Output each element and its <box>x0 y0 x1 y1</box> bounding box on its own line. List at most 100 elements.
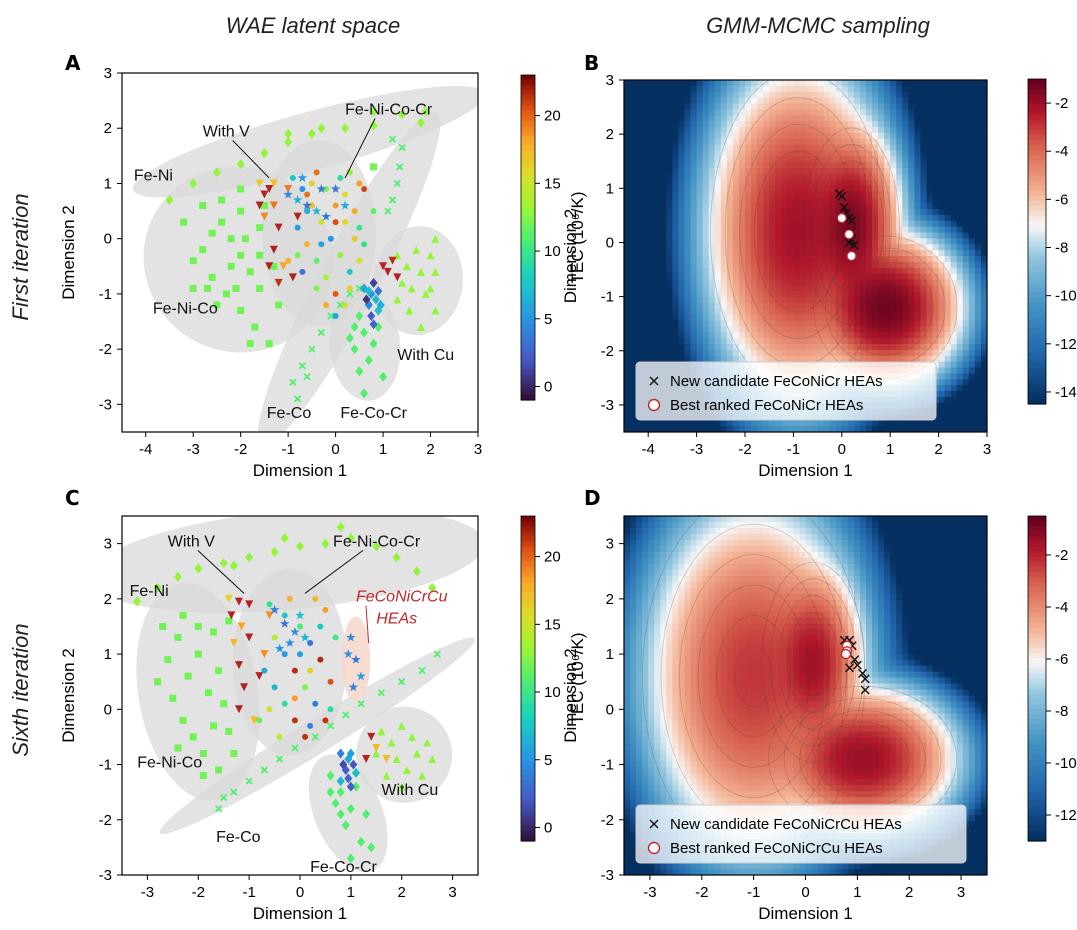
heat-cell <box>938 373 946 380</box>
heat-cell <box>702 279 710 286</box>
heat-cell <box>624 545 631 553</box>
heat-cell <box>926 138 934 146</box>
heat-cell <box>799 214 807 222</box>
colorbar-segment <box>521 267 535 274</box>
data-point <box>241 235 249 243</box>
heat-cell <box>890 126 897 134</box>
heat-cell <box>938 80 946 87</box>
heat-cell <box>684 244 692 251</box>
heat-cell <box>738 103 746 110</box>
heat-cell <box>690 297 698 304</box>
heat-cell <box>847 132 855 140</box>
heat-cell <box>672 605 680 613</box>
heat-cell <box>660 557 667 565</box>
heat-cell <box>859 256 867 263</box>
heat-cell <box>974 285 982 292</box>
heat-cell <box>866 308 873 316</box>
heat-cell <box>666 581 673 589</box>
heat-cell <box>884 420 891 427</box>
heat-cell <box>956 80 964 87</box>
colorbar-segment <box>1028 241 1046 248</box>
heat-cell <box>672 220 680 228</box>
data-point <box>281 700 288 707</box>
heat-cell <box>938 250 946 257</box>
heat-cell <box>624 279 631 286</box>
heat-cell <box>696 209 704 216</box>
heat-cell <box>908 103 915 110</box>
data-point <box>246 268 254 276</box>
heat-cell <box>636 220 643 228</box>
heat-cell <box>884 203 891 210</box>
colorbar-segment <box>521 222 535 228</box>
heat-cell <box>793 332 801 339</box>
heat-cell <box>636 144 643 151</box>
heat-cell <box>896 349 903 357</box>
heat-cell <box>968 414 976 421</box>
heat-cell <box>932 420 940 427</box>
heat-cell <box>944 232 952 239</box>
heat-cell <box>720 85 728 93</box>
colorbar-segment <box>1028 322 1046 329</box>
heat-cell <box>630 719 637 727</box>
heat-cell <box>980 220 987 228</box>
heat-cell <box>866 121 873 128</box>
heat-cell <box>938 390 946 398</box>
heat-cell <box>908 297 915 304</box>
heat-cell <box>878 156 885 163</box>
heat-cell <box>696 179 704 187</box>
heat-cell <box>817 220 825 228</box>
heat-cell <box>696 244 704 251</box>
heat-cell <box>841 97 849 105</box>
heat-cell <box>642 132 649 140</box>
heat-cell <box>841 426 849 432</box>
heat-cell <box>684 779 692 786</box>
heat-cell <box>847 91 855 99</box>
heat-cell <box>908 232 915 239</box>
heat-cell <box>938 226 946 234</box>
heat-cell <box>823 191 831 198</box>
heat-cell <box>902 238 909 245</box>
heat-cell <box>690 138 698 146</box>
heat-cell <box>769 244 776 251</box>
heat-cell <box>648 162 655 169</box>
heat-cell <box>950 326 958 333</box>
heat-cell <box>654 863 661 870</box>
heat-cell <box>962 267 970 275</box>
heat-cell <box>902 355 909 363</box>
heat-cell <box>654 244 661 251</box>
heat-cell <box>738 273 746 281</box>
heat-cell <box>956 396 964 404</box>
heat-cell <box>726 115 734 122</box>
heat-cell <box>950 267 958 275</box>
heat-cell <box>720 185 728 193</box>
heat-cell <box>642 743 649 750</box>
heat-cell <box>944 396 952 404</box>
heat-cell <box>805 226 813 234</box>
heat-cell <box>720 226 728 234</box>
heat-cell <box>648 863 655 870</box>
heat-cell <box>920 320 928 327</box>
heat-cell <box>636 232 643 239</box>
heat-cell <box>708 256 716 263</box>
heat-cell <box>738 179 746 187</box>
heat-cell <box>974 232 982 239</box>
heat-cell <box>962 138 970 146</box>
heat-cell <box>660 575 667 583</box>
heat-cell <box>624 701 631 709</box>
x-tick-label: 0 <box>331 441 339 458</box>
heat-cell <box>745 285 752 292</box>
heat-cell <box>678 85 686 93</box>
heat-cell <box>835 173 843 181</box>
heat-cell <box>738 173 746 181</box>
heat-cell <box>654 707 661 715</box>
heat-cell <box>738 168 746 175</box>
heat-cell <box>642 563 649 571</box>
heat-cell <box>950 261 958 269</box>
y-axis-label: Dimension 2 <box>561 209 580 304</box>
heat-cell <box>648 420 655 427</box>
heat-cell <box>630 581 637 589</box>
heat-cell <box>630 545 637 553</box>
heat-cell <box>853 214 861 222</box>
heat-cell <box>708 238 716 245</box>
heat-cell <box>926 244 934 251</box>
